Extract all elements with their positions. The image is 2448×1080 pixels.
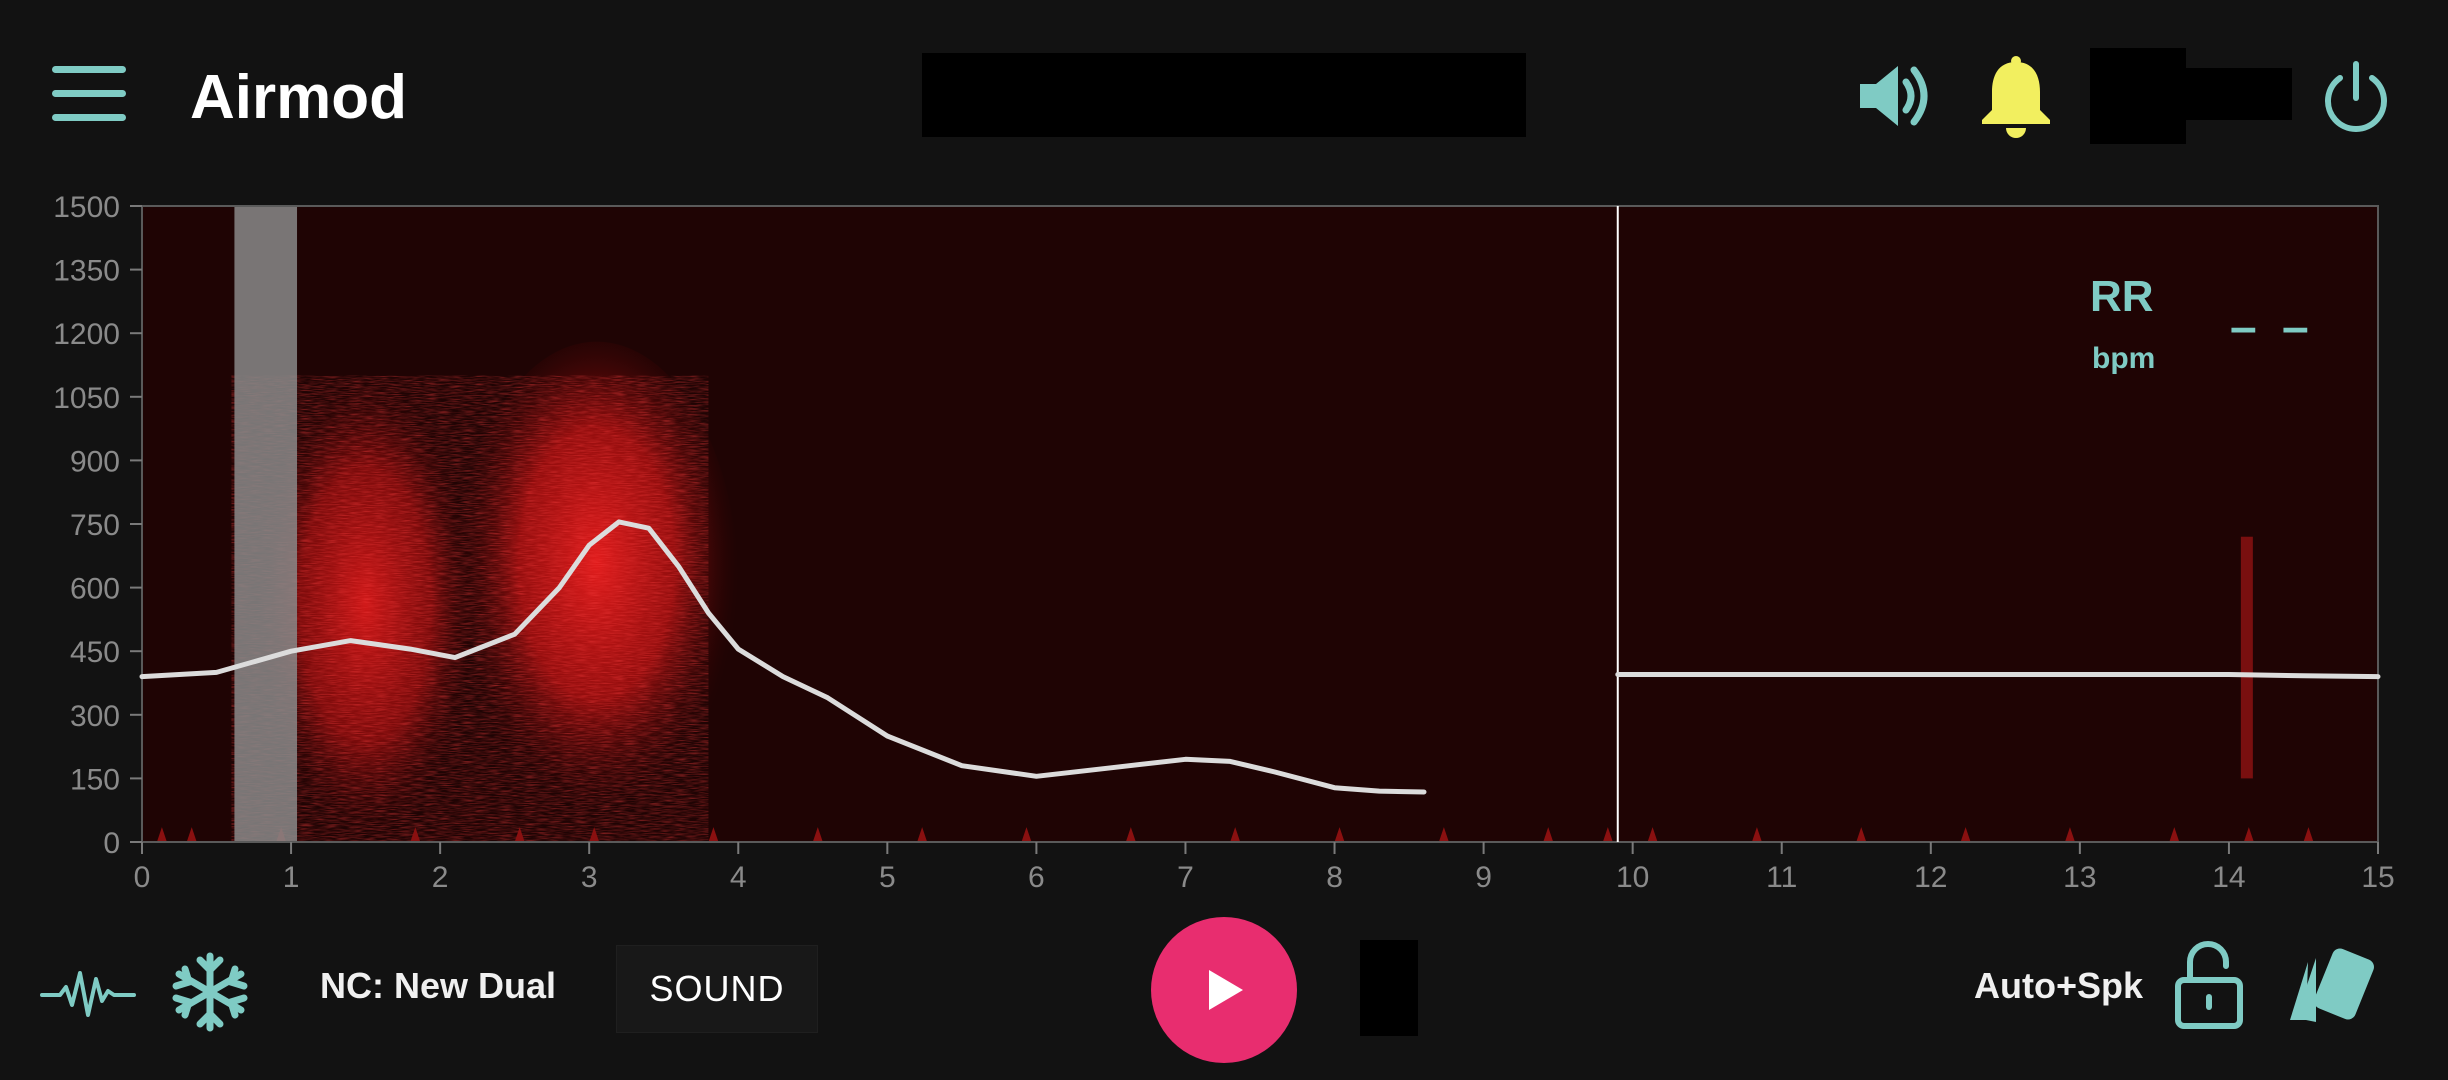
x-tick-label: 0 — [134, 861, 151, 894]
spectrogram-spike — [1021, 827, 1032, 842]
y-tick-label: 150 — [70, 763, 120, 796]
series-line — [1615, 672, 2381, 680]
redacted-block — [1360, 940, 1418, 1036]
spectrogram-spike — [1647, 827, 1658, 842]
spectrogram-noise — [231, 375, 709, 842]
x-tick-label: 1 — [283, 861, 300, 894]
spectrogram-spike — [589, 827, 600, 842]
spectrogram-spike — [708, 827, 719, 842]
spectrogram-spike — [2169, 827, 2180, 842]
mode-label[interactable]: Auto+Spk — [1974, 965, 2144, 1006]
y-tick-label: 600 — [70, 573, 120, 606]
x-tick-label: 3 — [581, 861, 598, 894]
y-tick-label: 750 — [70, 509, 120, 542]
spectrogram-spike — [410, 827, 421, 842]
y-tick-label: 1050 — [53, 382, 120, 415]
x-tick-label: 8 — [1326, 861, 1343, 894]
highlight-band — [234, 206, 298, 842]
redacted-block — [922, 53, 1526, 137]
spectrogram-blobs — [156, 341, 2314, 842]
spectrogram-spike — [514, 827, 525, 842]
spectrogram-spike — [1543, 827, 1554, 842]
spectrogram-spike — [2243, 827, 2254, 842]
rr-unit: bpm — [2092, 342, 2156, 375]
x-tick-label: 2 — [432, 861, 449, 894]
x-tick-label: 11 — [1766, 861, 1797, 894]
y-tick-label: 900 — [70, 445, 120, 478]
play-icon — [1209, 970, 1243, 1010]
y-tick-label: 450 — [70, 636, 120, 669]
x-tick-label: 15 — [2361, 861, 2394, 894]
x-tick-label: 12 — [1914, 861, 1947, 894]
snowflake-icon[interactable] — [170, 952, 250, 1037]
y-tick-label: 300 — [70, 700, 120, 733]
spectrogram-chart: 0 150 300 450 600 750 900 1050 1200 1350 1500 0 1 2 3 4… — [0, 195, 2448, 905]
spectrogram-spike — [1334, 827, 1345, 842]
x-tick-label: 6 — [1028, 861, 1045, 894]
x-tick-label: 5 — [879, 861, 896, 894]
spectrogram-spike — [1960, 827, 1971, 842]
spectrogram-energy — [2240, 536, 2253, 779]
series-line — [139, 519, 1427, 795]
redacted-block — [2186, 68, 2292, 120]
speaker-icon[interactable] — [1854, 56, 1934, 136]
spectrogram-spike — [1856, 827, 1867, 842]
spectrogram-spike — [1230, 827, 1241, 842]
spectrogram-spike — [2303, 827, 2314, 842]
sound-button[interactable]: SOUND — [616, 945, 818, 1033]
x-tick-label: 4 — [730, 861, 747, 894]
y-tick-label: 1350 — [53, 255, 120, 288]
x-tick-label: 10 — [1616, 861, 1649, 894]
bottom-bar — [0, 905, 2448, 1080]
spectrogram-spike — [1751, 827, 1762, 842]
waveform-icon[interactable] — [40, 965, 136, 1021]
redacted-block — [2090, 48, 2186, 144]
x-tick-label: 14 — [2212, 861, 2245, 894]
app-title: Airmod — [190, 63, 407, 132]
y-tick-label: 0 — [103, 827, 120, 860]
spectrogram-spike — [812, 827, 823, 842]
cards-icon[interactable] — [2286, 948, 2376, 1033]
x-tick-label: 9 — [1475, 861, 1492, 894]
unlock-icon[interactable] — [2174, 940, 2244, 1035]
x-tick-label: 13 — [2063, 861, 2096, 894]
noise-cancel-label[interactable]: NC: New Dual — [320, 965, 557, 1006]
rr-label: RR — [2090, 272, 2154, 321]
spectrogram-spike — [156, 827, 167, 842]
menu-icon[interactable] — [52, 66, 126, 122]
y-tick-label: 1200 — [53, 318, 120, 351]
top-bar: Airmod — [0, 0, 2448, 195]
rr-value: – – — [2230, 301, 2315, 354]
spectrogram-spike — [2064, 827, 2075, 842]
spectrogram-spike — [1125, 827, 1136, 842]
spectrogram-spike — [1438, 827, 1449, 842]
spectrogram-spike — [186, 827, 197, 842]
x-tick-label: 7 — [1177, 861, 1194, 894]
bell-icon[interactable] — [1976, 54, 2056, 140]
spectrogram-spike — [1602, 827, 1613, 842]
spectrogram-spike — [917, 827, 928, 842]
power-icon[interactable] — [2316, 58, 2396, 138]
play-button[interactable] — [1151, 917, 1297, 1063]
y-tick-label: 1500 — [53, 195, 120, 224]
